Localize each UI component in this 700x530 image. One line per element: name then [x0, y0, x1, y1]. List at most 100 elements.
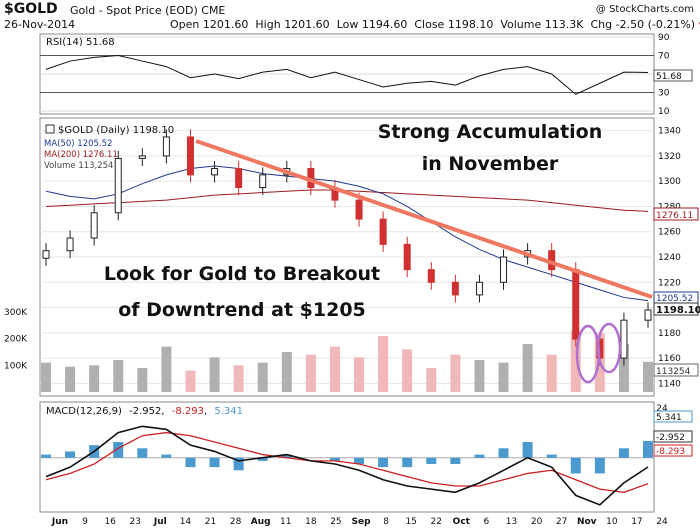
price-tick-label: 1220: [658, 278, 681, 288]
x-tick-label: Nov: [577, 517, 597, 527]
downtrend-line: [195, 139, 653, 299]
x-tick-label: Jun: [51, 517, 68, 527]
volume-bar: [329, 346, 340, 392]
price-bar-body: [427, 269, 435, 283]
volume-tick-label: 100K: [4, 361, 28, 371]
volume-bar: [305, 354, 316, 392]
price-bar-body: [403, 243, 411, 271]
ma200-legend: MA(200) 1276.11: [44, 150, 118, 160]
macd-histogram-bar: [643, 440, 653, 458]
price-bar-body: [379, 218, 387, 245]
volume-bar: [643, 361, 653, 392]
rsi-tick-label: 10: [658, 107, 670, 117]
rsi-panel: RSI(14) 51.68 1030507090 51.68: [39, 33, 693, 117]
macd-histogram-bar: [354, 457, 365, 464]
symbol-title: $GOLD: [4, 1, 58, 17]
volume-bar: [281, 352, 292, 392]
price-bar-body: [211, 168, 219, 176]
macd-histogram-bar: [185, 457, 196, 468]
volume-bar: [113, 360, 124, 392]
macd-histogram-bar: [474, 454, 485, 458]
price-tick-label: 1300: [658, 177, 681, 187]
volume-bar: [426, 368, 437, 392]
volume-value-tag: 113254: [656, 367, 691, 377]
price-bar-body: [42, 250, 50, 259]
macd-histogram-bar: [161, 454, 172, 458]
x-tick-label: Jul: [153, 517, 167, 527]
volume-bar: [257, 362, 268, 392]
rsi-tick-label: 90: [658, 33, 670, 43]
ma50-value-tag: 1205.52: [656, 294, 693, 304]
volume-bar: [618, 344, 629, 392]
x-tick-label: 24: [656, 517, 668, 527]
price-bar-body: [259, 174, 267, 188]
macd-histogram-bar: [546, 454, 557, 458]
price-bar-body: [186, 136, 194, 176]
x-tick-label: 15: [405, 517, 416, 527]
x-tick-label: Sep: [351, 517, 371, 527]
ma200-value-tag: 1276.11: [656, 211, 693, 221]
price-bar-body: [235, 168, 243, 189]
x-tick-label: 22: [431, 517, 442, 527]
price-bar-body: [138, 155, 146, 159]
macd-histogram-bar: [329, 457, 340, 461]
volume-legend: Volume 113,254: [44, 161, 113, 171]
macd-value-2: -8.293: [172, 406, 204, 417]
volume-bar: [570, 330, 581, 392]
macd-histogram-bar: [498, 448, 509, 458]
macd-histogram-bar: [257, 457, 268, 461]
price-axis: 1140116011801200122012401260128013001320…: [658, 127, 681, 390]
volume-axis: 100K 200K 300K: [4, 308, 28, 371]
price-bar-body: [355, 199, 363, 220]
macd-signal-line: [45, 431, 649, 493]
macd-tag-macd: -2.952: [656, 433, 685, 443]
macd-histogram-bar: [281, 454, 292, 458]
price-bar-body: [162, 136, 170, 157]
x-tick-label: Oct: [453, 517, 471, 527]
annotation-downtrend-1205: of Downtrend at $1205: [118, 299, 366, 321]
macd-histogram-bar: [209, 457, 220, 468]
volume-bar: [209, 357, 220, 392]
instrument-name: Gold - Spot Price (EOD) CME: [70, 4, 226, 17]
macd-histogram-bar: [137, 448, 148, 458]
ohlc-readout: Open 1201.60 High 1201.60 Low 1194.60 Cl…: [170, 18, 700, 31]
macd-histogram-bar: [41, 454, 51, 458]
price-bar-body: [475, 281, 483, 296]
price-bar-body: [620, 319, 628, 359]
annotation-in-november: in November: [422, 153, 559, 175]
chart-header: $GOLD Gold - Spot Price (EOD) CME @ Stoc…: [4, 0, 700, 34]
volume-bar: [65, 366, 76, 392]
x-tick-label: 17: [631, 517, 642, 527]
x-tick-label: 24: [656, 404, 668, 414]
macd-histogram-bar: [618, 448, 629, 458]
volume-bar: [450, 354, 461, 392]
value-tags: 1205.52 1198.10 1276.11 113254: [653, 207, 700, 377]
volume-bar: [354, 357, 365, 392]
x-tick-label: 14: [180, 517, 192, 527]
price-tick-label: 1340: [658, 127, 681, 137]
macd-histogram-bar: [426, 457, 437, 464]
accumulation-ellipse-2: [596, 322, 622, 374]
price-bar-body: [90, 212, 98, 239]
x-tick-label: 18: [305, 517, 317, 527]
price-bar-body: [114, 157, 122, 214]
x-tick-label: 25: [330, 517, 341, 527]
macd-histogram-bar: [233, 457, 244, 471]
macd-histogram-bar: [378, 457, 389, 468]
price-tick-label: 1180: [658, 329, 681, 339]
price-bar-body: [644, 309, 652, 321]
annotation-look-for-breakout: Look for Gold to Breakout: [104, 263, 380, 285]
x-tick-label: 28: [230, 517, 242, 527]
price-tick-label: 1240: [658, 253, 681, 263]
x-tick-label: 6: [484, 517, 490, 527]
volume-bar: [233, 365, 244, 392]
macd-value-3: 5.341: [214, 406, 243, 417]
volume-bar: [185, 370, 196, 392]
macd-panel: MACD(12,26,9) -2.952, -8.293, 5.341 5.34…: [39, 401, 693, 527]
volume-bar: [161, 346, 172, 392]
price-tick-label: 1280: [658, 202, 681, 212]
macd-histogram-bar: [522, 442, 533, 458]
x-tick-label: 8: [383, 517, 389, 527]
